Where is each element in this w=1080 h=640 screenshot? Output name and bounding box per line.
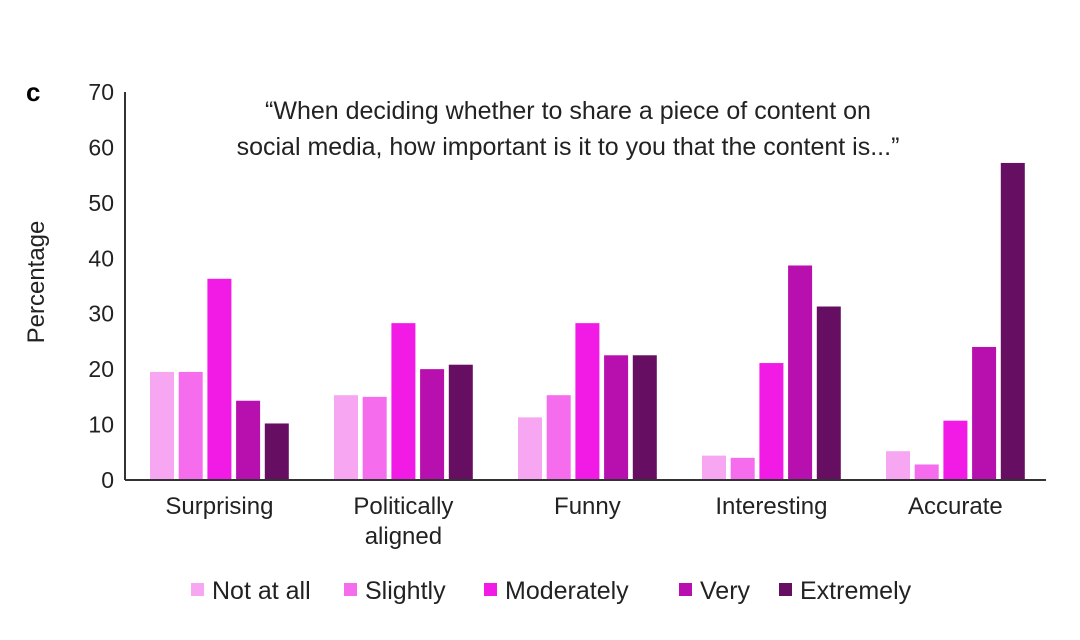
bar-very [420, 369, 445, 480]
y-tick-label: 0 [101, 467, 114, 493]
bar-extremely [448, 364, 473, 480]
bar-moderately [391, 323, 416, 480]
x-tick-label: Surprising [165, 493, 273, 520]
bar-moderately [207, 278, 232, 480]
bar-not-at-all [150, 371, 174, 480]
y-tick-label: 70 [88, 79, 114, 105]
bar-extremely [816, 306, 841, 480]
bar-moderately [943, 420, 968, 480]
x-tick-label: Politically [353, 493, 453, 520]
y-tick-label: 40 [88, 245, 114, 271]
legend: Not at all Slightly Moderately Very Extremel… [191, 577, 912, 605]
legend-label: Not at all [212, 577, 311, 605]
legend-label: Slightly [365, 577, 446, 605]
y-tick-label: 20 [88, 356, 114, 382]
y-tick-label: 10 [88, 412, 114, 438]
legend-swatch [484, 583, 497, 596]
panel-label: c [26, 77, 40, 107]
legend-label: Moderately [505, 577, 629, 605]
legend-label: Very [700, 577, 751, 605]
legend-swatch [679, 583, 692, 596]
y-axis-ticks: 0 10 20 30 40 50 60 70 [88, 79, 114, 493]
title-line-1: “When deciding whether to share a piece … [265, 97, 871, 125]
legend-label: Extremely [800, 577, 912, 605]
y-tick-label: 30 [88, 301, 114, 327]
legend-swatch [344, 583, 357, 596]
y-tick-label: 60 [88, 134, 114, 160]
x-tick-label: Funny [554, 493, 621, 520]
bar-slightly [178, 371, 203, 480]
bar-moderately [575, 323, 600, 480]
x-tick-label: Interesting [715, 493, 827, 520]
bar-extremely [632, 355, 657, 480]
bar-slightly [914, 464, 939, 480]
bar-moderately [759, 363, 784, 480]
legend-swatch [779, 583, 792, 596]
bar-not-at-all [334, 395, 358, 480]
bar-very [972, 346, 997, 480]
bar-extremely [1000, 162, 1025, 480]
bar-very [236, 400, 261, 480]
y-axis-label: Percentage [23, 221, 50, 344]
bar-slightly [730, 457, 755, 480]
legend-swatch [191, 583, 204, 596]
chart-title: “When deciding whether to share a piece … [237, 97, 900, 161]
x-axis-labels: Surprising Politically aligned Funny Interes… [165, 493, 1002, 550]
bar-not-at-all [886, 451, 910, 480]
bar-not-at-all [518, 417, 542, 480]
y-tick-label: 50 [88, 190, 114, 216]
x-tick-label: aligned [365, 523, 442, 550]
title-line-2: social media, how important is it to you… [237, 133, 900, 161]
bar-very [604, 355, 629, 480]
bar-very [788, 265, 813, 480]
bars [150, 162, 1025, 480]
bar-not-at-all [702, 455, 726, 480]
bar-extremely [264, 423, 289, 480]
x-tick-label: Accurate [908, 493, 1003, 520]
axes [124, 92, 1046, 481]
bar-slightly [362, 396, 387, 480]
bar-slightly [546, 395, 571, 480]
